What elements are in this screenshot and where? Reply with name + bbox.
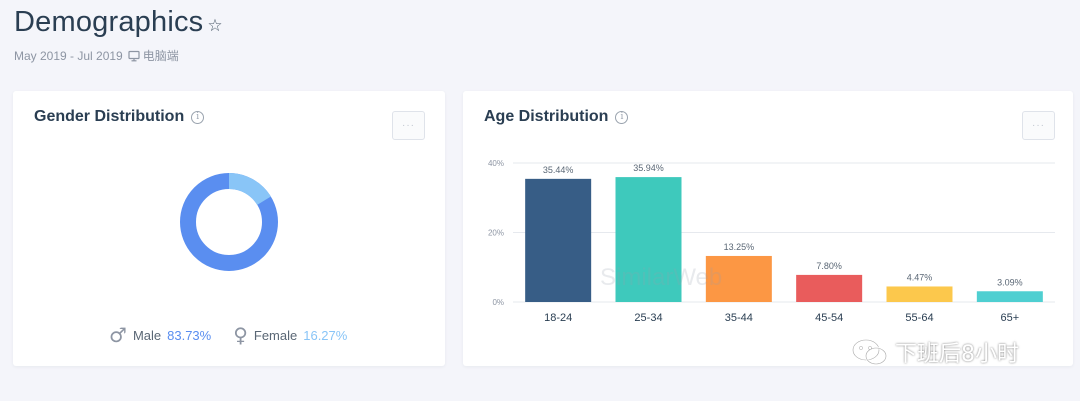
bar-65+[interactable] xyxy=(976,291,1043,302)
data-label: 13.25% xyxy=(724,242,755,252)
male-label: Male xyxy=(132,327,162,343)
x-tick-label: 35-44 xyxy=(725,312,753,324)
data-label: 35.44% xyxy=(543,165,574,175)
data-label: 4.47% xyxy=(907,272,933,282)
bar-45-54[interactable] xyxy=(796,274,863,302)
x-tick-label: 45-54 xyxy=(815,312,843,324)
info-icon[interactable]: i xyxy=(615,110,629,124)
data-label: 7.80% xyxy=(816,261,842,271)
age-distribution-card: Age Distribution i ··· 0% 20% 40% 35.44% 18-… xyxy=(463,91,1073,366)
date-range: May 2019 - Jul 2019 xyxy=(14,48,123,63)
y-tick-label: 0% xyxy=(492,298,504,307)
watermark-text: 下班后8小时 xyxy=(895,342,1019,367)
similarweb-watermark: SimilarWeb xyxy=(600,264,722,291)
star-icon[interactable]: ☆ xyxy=(207,15,223,35)
bar-35-44[interactable] xyxy=(705,255,772,302)
female-slice xyxy=(180,173,278,271)
gender-more-button[interactable]: ··· xyxy=(392,111,425,140)
female-value: 16.27% xyxy=(303,327,348,343)
age-card-title-text: Age Distribution xyxy=(484,108,609,125)
x-tick-label: 55-64 xyxy=(905,312,933,324)
age-bar-chart: 0% 20% 40% 35.44% 18-24 35.94% 25-34 13.25% 35-4… xyxy=(488,159,1055,324)
bar-18-24[interactable] xyxy=(525,178,592,302)
wechat-icon xyxy=(852,339,887,365)
gender-donut-chart xyxy=(180,173,278,271)
desktop-icon xyxy=(128,50,140,61)
age-more-button[interactable]: ··· xyxy=(1022,111,1055,140)
bar-55-64[interactable] xyxy=(886,286,953,302)
device-label: 电脑端 xyxy=(142,49,179,63)
x-tick-label: 18-24 xyxy=(544,312,572,324)
data-label: 3.09% xyxy=(997,277,1023,287)
title-row: Demographics ☆ xyxy=(14,6,223,39)
wechat-watermark: 下班后8小时 xyxy=(851,336,1019,368)
gender-distribution-card: Gender Distribution i ··· ♂ Male 83.73% … xyxy=(13,91,445,366)
y-tick-label: 40% xyxy=(488,159,504,168)
y-tick-label: 20% xyxy=(488,229,504,238)
x-tick-label: 25-34 xyxy=(634,312,662,324)
legend-female: ♀ Female 16.27% xyxy=(233,323,347,347)
gender-card-title-text: Gender Distribution xyxy=(34,108,185,125)
female-icon: ♀ xyxy=(233,323,248,347)
age-card-title: Age Distribution i xyxy=(484,108,629,126)
info-icon[interactable]: i xyxy=(191,110,205,124)
male-icon: ♂ xyxy=(109,323,127,347)
legend-male: ♂ Male 83.73% xyxy=(109,323,211,347)
male-value: 83.73% xyxy=(167,327,212,343)
data-label: 35.94% xyxy=(633,163,664,173)
page-title: Demographics xyxy=(14,6,204,38)
bar-25-34[interactable] xyxy=(615,177,682,302)
date-range-row: May 2019 - Jul 2019 电脑端 xyxy=(14,47,223,64)
gender-legend: ♂ Male 83.73% ♀ Female 16.27% xyxy=(109,323,369,347)
page-header: Demographics ☆ May 2019 - Jul 2019 电脑端 xyxy=(14,6,223,64)
female-label: Female xyxy=(253,327,298,343)
gender-card-title: Gender Distribution i xyxy=(34,108,205,126)
x-tick-label: 65+ xyxy=(1000,312,1019,324)
